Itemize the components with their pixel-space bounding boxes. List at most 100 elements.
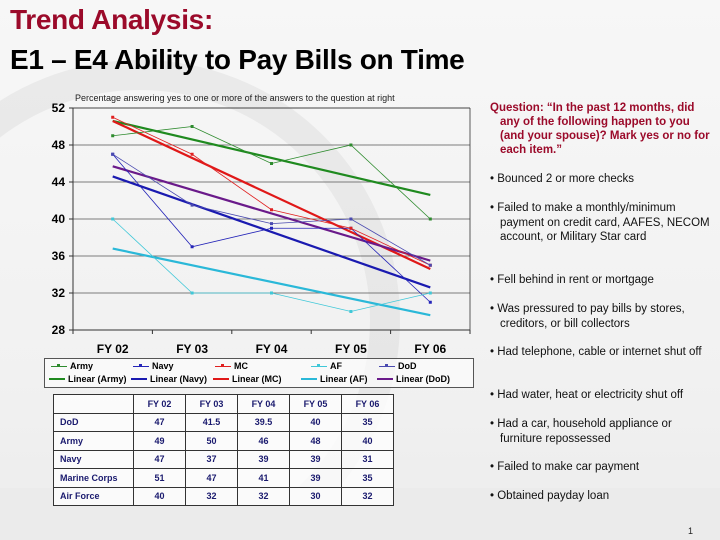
table-header-cell: FY 03 xyxy=(185,394,238,414)
x-tick-label: FY 04 xyxy=(256,342,288,356)
list-item-text: Had water, heat or electricity shut off xyxy=(497,389,684,401)
slide-title: Trend Analysis: xyxy=(10,4,213,35)
data-point-marker xyxy=(190,291,194,295)
table-cell: 32 xyxy=(341,486,394,506)
list-item: • Had telephone, cable or internet shut … xyxy=(490,346,702,358)
x-tick-label: FY 03 xyxy=(176,342,208,356)
table-cell: 40 xyxy=(341,431,394,451)
table-cell: 40 xyxy=(133,486,186,506)
trendlines xyxy=(112,119,431,317)
table-cell: 30 xyxy=(289,486,342,506)
data-point-marker xyxy=(428,291,432,295)
legend-line-icon xyxy=(301,378,317,380)
table-cell: 41 xyxy=(237,468,290,488)
chart-axes xyxy=(69,107,471,334)
list-item-text: Bounced 2 or more checks xyxy=(497,173,635,185)
trendline xyxy=(112,165,431,262)
table-cell: 39 xyxy=(237,449,290,469)
table-cell: 31 xyxy=(341,449,394,469)
data-table: FY 02 FY 03 FY 04 FY 05 FY 06 DoD 47 41.… xyxy=(53,394,394,506)
list-item: • Failed to make a monthly/minimum payme… xyxy=(490,202,710,243)
legend-line-icon xyxy=(131,378,147,380)
data-point-marker xyxy=(349,143,353,147)
y-tick-label: 44 xyxy=(52,175,66,189)
legend-item: Linear (AF) xyxy=(301,374,368,384)
legend-item: DoD xyxy=(379,361,417,371)
table-row: Air Force 40 32 32 30 32 xyxy=(53,486,394,506)
legend-item: AF xyxy=(311,361,342,371)
table-row: DoD 47 41.5 39.5 40 35 xyxy=(53,412,394,432)
y-tick-label: 32 xyxy=(52,286,66,300)
row-label: Army xyxy=(53,431,134,451)
table-cell: 32 xyxy=(237,486,290,506)
list-item: • Had water, heat or electricity shut of… xyxy=(490,389,684,401)
row-label: DoD xyxy=(53,412,134,432)
legend-label: DoD xyxy=(398,361,417,371)
legend-label: Linear (DoD) xyxy=(396,374,450,384)
data-point-marker xyxy=(349,217,353,221)
data-series xyxy=(111,115,432,313)
list-item: • Bounced 2 or more checks xyxy=(490,173,635,185)
page-number: 1 xyxy=(688,526,694,536)
legend-line-icon xyxy=(213,378,229,380)
data-point-marker xyxy=(349,310,353,313)
legend-label: Linear (MC) xyxy=(232,374,282,384)
table-header-row: FY 02 FY 03 FY 04 FY 05 FY 06 xyxy=(53,394,394,414)
table-row: Marine Corps 51 47 41 39 35 xyxy=(53,468,394,488)
row-label: Air Force xyxy=(53,486,134,506)
table-cell: 41.5 xyxy=(185,412,238,432)
line-chart: 28 32 36 40 44 48 52 FY 02 FY 03 FY 04 FY 05 FY 06 xyxy=(52,101,471,356)
table-header-cell: FY 06 xyxy=(341,394,394,414)
table-cell: 50 xyxy=(185,431,238,451)
row-label: Navy xyxy=(53,449,134,469)
table-cell: 39 xyxy=(289,468,342,488)
x-tick-label: FY 02 xyxy=(97,342,129,356)
list-item-text: Was pressured to pay bills by stores, cr… xyxy=(497,303,685,330)
list-item-text: Had telephone, cable or internet shut of… xyxy=(497,346,702,358)
list-item-text: Obtained payday loan xyxy=(497,490,610,502)
table-cell: 32 xyxy=(185,486,238,506)
chart-legend: Army Navy MC AF DoD Linear (Army) Linear (Nav… xyxy=(44,358,474,388)
x-tick-label: FY 05 xyxy=(335,342,367,356)
table-cell: 35 xyxy=(341,412,394,432)
data-point-marker xyxy=(428,300,432,304)
table-cell: 35 xyxy=(341,468,394,488)
trendline xyxy=(112,119,431,197)
table-header-cell: FY 05 xyxy=(289,394,342,414)
legend-label: Linear (Army) xyxy=(68,374,127,384)
data-point-marker xyxy=(111,217,115,221)
tick-labels: 28 32 36 40 44 48 52 FY 02 FY 03 FY 04 FY 05 FY 06 xyxy=(52,101,447,356)
list-item: • Was pressured to pay bills by stores, … xyxy=(490,303,685,330)
data-point-marker xyxy=(428,217,432,221)
trendline xyxy=(112,247,431,317)
series-line xyxy=(112,126,431,220)
list-item: • Fell behind in rent or mortgage xyxy=(490,274,654,286)
list-item-text: Failed to make car payment xyxy=(497,461,640,473)
y-tick-label: 28 xyxy=(52,323,66,337)
legend-item: Linear (DoD) xyxy=(377,374,450,384)
table-cell: 39.5 xyxy=(237,412,290,432)
table-header-cell: FY 02 xyxy=(133,394,186,414)
list-item-text: Fell behind in rent or mortgage xyxy=(497,274,654,286)
table-row: Navy 47 37 39 39 31 xyxy=(53,449,394,469)
legend-item: Army xyxy=(51,361,93,371)
y-tick-label: 52 xyxy=(52,101,66,115)
legend-label: AF xyxy=(330,361,342,371)
data-point-marker xyxy=(428,263,432,267)
data-point-marker xyxy=(111,134,115,138)
table-cell: 48 xyxy=(289,431,342,451)
legend-line-marker-icon xyxy=(379,364,395,367)
legend-line-marker-icon xyxy=(133,364,149,367)
chart-subtitle: Percentage answering yes to one or more … xyxy=(75,93,395,103)
data-point-marker xyxy=(190,203,194,207)
legend-item: Navy xyxy=(133,361,174,371)
table-cell: 46 xyxy=(237,431,290,451)
trendline xyxy=(112,175,431,289)
data-point-marker xyxy=(270,162,273,165)
row-label: Marine Corps xyxy=(53,468,134,488)
legend-item: MC xyxy=(215,361,248,371)
y-tick-label: 36 xyxy=(52,249,66,263)
table-cell: 37 xyxy=(185,449,238,469)
table-header-cell xyxy=(53,394,134,414)
x-tick-label: FY 06 xyxy=(414,342,446,356)
